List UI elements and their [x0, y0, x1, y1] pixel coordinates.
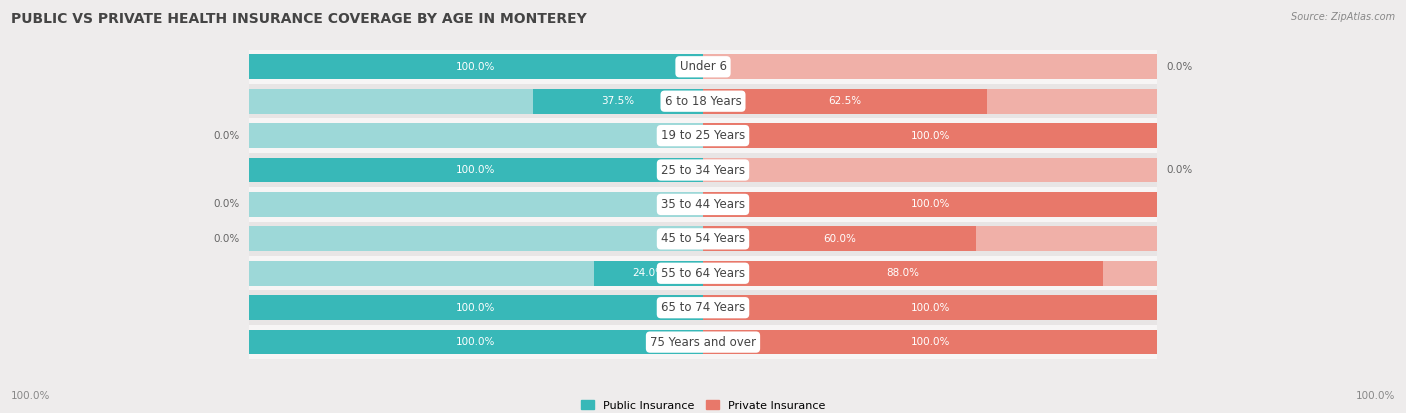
Bar — [249, 256, 1157, 290]
Text: 55 to 64 Years: 55 to 64 Years — [661, 267, 745, 280]
Bar — [249, 226, 703, 251]
Text: 25 to 34 Years: 25 to 34 Years — [661, 164, 745, 176]
Bar — [703, 55, 1157, 79]
Text: 100.0%: 100.0% — [456, 303, 495, 313]
Bar — [249, 295, 703, 320]
Bar — [703, 226, 976, 251]
Text: 100.0%: 100.0% — [456, 62, 495, 72]
Text: Source: ZipAtlas.com: Source: ZipAtlas.com — [1291, 12, 1395, 22]
Bar — [703, 261, 1102, 286]
Text: 0.0%: 0.0% — [1167, 62, 1192, 72]
Text: 6 to 18 Years: 6 to 18 Years — [665, 95, 741, 108]
Bar — [703, 192, 1157, 217]
Text: 62.5%: 62.5% — [828, 96, 862, 106]
Bar — [249, 119, 1157, 153]
Bar — [703, 226, 1157, 251]
Bar — [703, 295, 1157, 320]
Text: 88.0%: 88.0% — [886, 268, 920, 278]
Bar — [249, 330, 703, 354]
Text: 75 Years and over: 75 Years and over — [650, 336, 756, 349]
Bar — [249, 123, 703, 148]
Bar — [593, 261, 703, 286]
Bar — [249, 192, 703, 217]
Text: 19 to 25 Years: 19 to 25 Years — [661, 129, 745, 142]
Bar — [249, 89, 703, 114]
Text: 24.0%: 24.0% — [631, 268, 665, 278]
Bar — [249, 158, 703, 183]
Text: 100.0%: 100.0% — [1355, 391, 1395, 401]
Text: 0.0%: 0.0% — [214, 199, 239, 209]
Text: 45 to 54 Years: 45 to 54 Years — [661, 233, 745, 245]
Text: 100.0%: 100.0% — [911, 303, 950, 313]
Bar — [703, 192, 1157, 217]
Bar — [703, 295, 1157, 320]
Bar — [249, 295, 703, 320]
Text: 65 to 74 Years: 65 to 74 Years — [661, 301, 745, 314]
Bar — [703, 89, 987, 114]
Bar — [703, 123, 1157, 148]
Bar — [703, 158, 1157, 183]
Text: PUBLIC VS PRIVATE HEALTH INSURANCE COVERAGE BY AGE IN MONTEREY: PUBLIC VS PRIVATE HEALTH INSURANCE COVER… — [11, 12, 586, 26]
Bar — [249, 290, 1157, 325]
Bar — [249, 84, 1157, 119]
Text: 100.0%: 100.0% — [911, 199, 950, 209]
Bar — [249, 261, 703, 286]
Bar — [249, 158, 703, 183]
Bar — [533, 89, 703, 114]
Bar — [703, 261, 1157, 286]
Bar — [249, 55, 703, 79]
Bar — [703, 330, 1157, 354]
Text: 100.0%: 100.0% — [911, 337, 950, 347]
Bar — [249, 55, 703, 79]
Bar — [249, 187, 1157, 222]
Text: 100.0%: 100.0% — [456, 337, 495, 347]
Text: 35 to 44 Years: 35 to 44 Years — [661, 198, 745, 211]
Text: 100.0%: 100.0% — [456, 165, 495, 175]
Bar — [703, 330, 1157, 354]
Bar — [249, 153, 1157, 187]
Text: 100.0%: 100.0% — [911, 131, 950, 140]
Bar — [249, 330, 703, 354]
Bar — [703, 123, 1157, 148]
Bar — [249, 325, 1157, 359]
Text: 0.0%: 0.0% — [214, 131, 239, 140]
Bar — [703, 89, 1157, 114]
Text: 0.0%: 0.0% — [1167, 165, 1192, 175]
Text: 100.0%: 100.0% — [11, 391, 51, 401]
Bar — [249, 222, 1157, 256]
Legend: Public Insurance, Private Insurance: Public Insurance, Private Insurance — [576, 396, 830, 413]
Bar — [249, 50, 1157, 84]
Text: Under 6: Under 6 — [679, 60, 727, 73]
Text: 0.0%: 0.0% — [214, 234, 239, 244]
Text: 60.0%: 60.0% — [823, 234, 856, 244]
Text: 37.5%: 37.5% — [602, 96, 634, 106]
